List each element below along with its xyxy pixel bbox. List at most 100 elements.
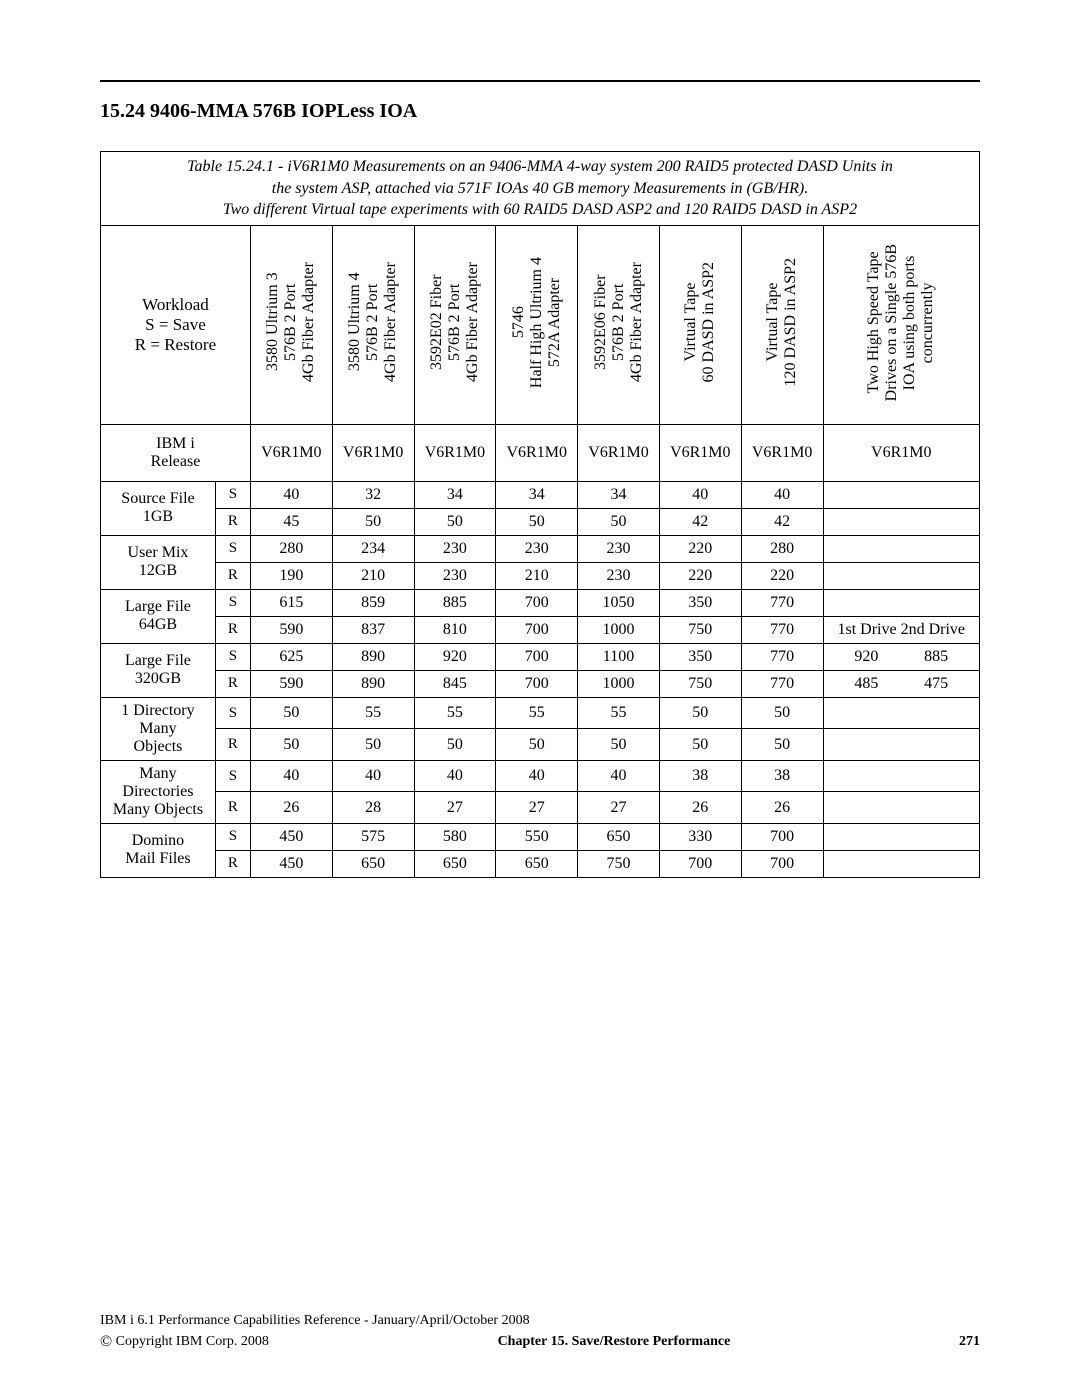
data-cell: 27 — [578, 792, 660, 824]
data-cell: 50 — [496, 729, 578, 761]
data-cell: 1000 — [578, 670, 660, 697]
data-cell: 700 — [496, 616, 578, 643]
col-header: Virtual Tape60 DASD in ASP2 — [659, 225, 741, 424]
data-cell: 810 — [414, 616, 496, 643]
data-cell: 220 — [741, 562, 823, 589]
data-cell: 26 — [659, 792, 741, 824]
data-cell: 230 — [414, 535, 496, 562]
data-cell: 885 — [414, 589, 496, 616]
restore-indicator: R — [215, 562, 250, 589]
data-cell: 770 — [741, 589, 823, 616]
data-cell: 50 — [659, 729, 741, 761]
data-cell: 40 — [332, 760, 414, 792]
data-cell: 42 — [741, 508, 823, 535]
data-cell: 890 — [332, 643, 414, 670]
data-cell — [823, 760, 980, 792]
caption-line: Two different Virtual tape experiments w… — [223, 201, 857, 218]
data-cell: 40 — [250, 760, 332, 792]
data-cell: 40 — [250, 481, 332, 508]
data-cell: 34 — [496, 481, 578, 508]
data-cell: 50 — [332, 508, 414, 535]
data-cell: 40 — [578, 760, 660, 792]
data-cell: 32 — [332, 481, 414, 508]
col-header-text: 3592E02 Fiber576B 2 Port4Gb Fiber Adapte… — [428, 262, 482, 382]
data-cell: 650 — [578, 823, 660, 850]
data-cell — [823, 589, 980, 616]
data-cell: 50 — [578, 508, 660, 535]
release-cell: V6R1M0 — [332, 424, 414, 481]
col-header-text: 3580 Ultrium 3576B 2 Port4Gb Fiber Adapt… — [264, 262, 318, 382]
release-cell: V6R1M0 — [741, 424, 823, 481]
data-cell: 580 — [414, 823, 496, 850]
restore-indicator: R — [215, 729, 250, 761]
data-cell — [823, 508, 980, 535]
data-cell: 1st Drive 2nd Drive — [823, 616, 980, 643]
page-footer: IBM i 6.1 Performance Capabilities Refer… — [100, 1313, 980, 1351]
data-cell: 590 — [250, 670, 332, 697]
restore-indicator: R — [215, 616, 250, 643]
col-header: Two High Speed TapeDrives on a Single 57… — [823, 225, 980, 424]
data-cell: 700 — [741, 823, 823, 850]
save-indicator: S — [215, 589, 250, 616]
data-cell: 750 — [659, 616, 741, 643]
data-cell: 55 — [332, 697, 414, 729]
col-header-text: 5746Half High Ultrium 4572A Adapter — [510, 257, 564, 388]
data-cell: 190 — [250, 562, 332, 589]
data-cell: 42 — [659, 508, 741, 535]
data-cell: 55 — [578, 697, 660, 729]
data-cell: 50 — [741, 729, 823, 761]
data-cell: 920 — [414, 643, 496, 670]
col-header: Virtual Tape120 DASD in ASP2 — [741, 225, 823, 424]
data-cell — [823, 697, 980, 729]
data-cell: 920885 — [823, 643, 980, 670]
col-header: 5746Half High Ultrium 4572A Adapter — [496, 225, 578, 424]
data-cell: 625 — [250, 643, 332, 670]
row-label: ManyDirectoriesMany Objects — [101, 760, 216, 823]
data-cell: 700 — [496, 589, 578, 616]
data-cell: 550 — [496, 823, 578, 850]
data-cell: 750 — [578, 850, 660, 877]
data-cell — [823, 535, 980, 562]
data-cell: 650 — [332, 850, 414, 877]
col-header-text: 3580 Ultrium 4576B 2 Port4Gb Fiber Adapt… — [346, 262, 400, 382]
data-cell: 1100 — [578, 643, 660, 670]
measurements-table: Table 15.24.1 - iV6R1M0 Measurements on … — [100, 151, 980, 878]
data-cell: 28 — [332, 792, 414, 824]
col-header-text: Two High Speed TapeDrives on a Single 57… — [865, 244, 937, 401]
restore-indicator: R — [215, 508, 250, 535]
release-cell: V6R1M0 — [823, 424, 980, 481]
col-header: 3580 Ultrium 4576B 2 Port4Gb Fiber Adapt… — [332, 225, 414, 424]
row-label: Large File64GB — [101, 589, 216, 643]
restore-indicator: R — [215, 850, 250, 877]
data-cell: 770 — [741, 670, 823, 697]
data-cell: 40 — [659, 481, 741, 508]
data-cell: 26 — [741, 792, 823, 824]
save-indicator: S — [215, 481, 250, 508]
section-title: 15.24 9406-MMA 576B IOPLess IOA — [100, 100, 980, 123]
data-cell: 55 — [414, 697, 496, 729]
data-cell: 50 — [578, 729, 660, 761]
caption-line: Table 15.24.1 - iV6R1M0 Measurements on … — [187, 158, 893, 175]
data-cell: 1000 — [578, 616, 660, 643]
data-cell: 350 — [659, 643, 741, 670]
data-cell: 230 — [578, 535, 660, 562]
row-label: Large File320GB — [101, 643, 216, 697]
data-cell: 230 — [578, 562, 660, 589]
data-cell: 837 — [332, 616, 414, 643]
release-cell: V6R1M0 — [578, 424, 660, 481]
release-cell: V6R1M0 — [250, 424, 332, 481]
data-cell: 230 — [496, 535, 578, 562]
restore-indicator: R — [215, 670, 250, 697]
save-indicator: S — [215, 535, 250, 562]
save-indicator: S — [215, 697, 250, 729]
data-cell — [823, 562, 980, 589]
data-cell: 575 — [332, 823, 414, 850]
release-cell: V6R1M0 — [414, 424, 496, 481]
row-label: DominoMail Files — [101, 823, 216, 877]
data-cell: 770 — [741, 616, 823, 643]
row-label: User Mix12GB — [101, 535, 216, 589]
table-caption: Table 15.24.1 - iV6R1M0 Measurements on … — [101, 152, 980, 226]
data-cell: 50 — [414, 729, 496, 761]
data-cell: 330 — [659, 823, 741, 850]
data-cell: 40 — [741, 481, 823, 508]
